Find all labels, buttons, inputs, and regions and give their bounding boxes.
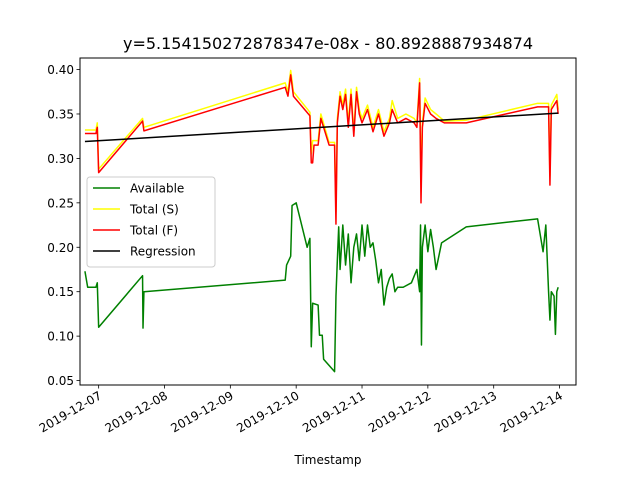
legend-box — [86, 176, 216, 268]
series-line-regression — [84, 112, 559, 143]
y-tick-label: 0.05 — [47, 374, 74, 388]
y-tick-label: 0.15 — [47, 285, 74, 299]
y-tick-label: 0.30 — [47, 152, 74, 166]
y-tick-label: 0.35 — [47, 107, 74, 121]
legend-label-available: Available — [130, 182, 184, 196]
series-layer — [84, 69, 559, 373]
y-tick-label: 0.10 — [47, 330, 74, 344]
y-tick-label: 0.25 — [47, 196, 74, 210]
legend: Available Total (S) Total (F) Regression — [86, 176, 216, 268]
y-tick-label: 0.20 — [47, 241, 74, 255]
x-axis-label: Timestamp — [294, 453, 362, 467]
legend-label-total-s: Total (S) — [129, 203, 179, 217]
legend-label-regression: Regression — [130, 245, 196, 259]
y-tick-label: 0.40 — [47, 63, 74, 77]
legend-label-total-f: Total (F) — [129, 224, 178, 238]
chart-title: y=5.154150272878347e-08x - 80.8928887934… — [123, 34, 533, 53]
series-line-total-f — [84, 74, 559, 225]
series-line-available — [84, 202, 559, 373]
y-axis: 0.05 0.10 0.15 0.20 0.25 0.30 0.35 0.40 — [47, 63, 80, 388]
plot-frame — [79, 57, 577, 386]
